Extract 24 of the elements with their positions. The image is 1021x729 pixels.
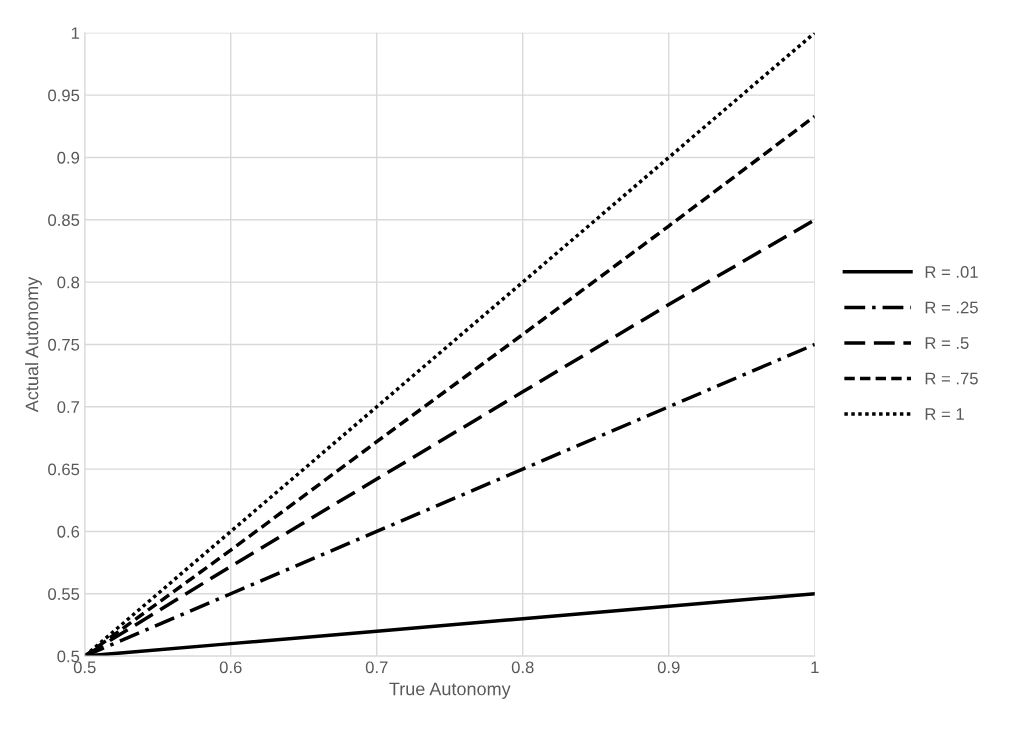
x-axis-title: True Autonomy	[389, 682, 511, 699]
legend-label: R = .75	[925, 372, 978, 385]
y-tick-label: 0.5	[57, 650, 80, 663]
legend-label: R = 1	[925, 408, 964, 420]
legend-label: R = .25	[925, 301, 978, 314]
y-tick-label: 0.6	[57, 525, 80, 538]
y-tick-label: 0.95	[48, 89, 80, 102]
y-tick-label: 0.65	[48, 463, 80, 476]
y-tick-label: 0.85	[48, 214, 80, 226]
x-tick-label: 0.6	[219, 661, 242, 674]
y-tick-label: 0.7	[57, 401, 80, 413]
legend-label: R = .5	[925, 337, 969, 349]
y-tick-label: 0.55	[48, 588, 80, 600]
x-tick-label: 0.8	[511, 661, 534, 674]
y-tick-label: 0.9	[57, 151, 80, 164]
y-axis-title: Actual Autonomy	[25, 276, 42, 413]
x-tick-label: 0.9	[657, 661, 680, 674]
y-tick-label: 0.75	[48, 338, 80, 351]
x-tick-label: 1	[811, 661, 819, 674]
y-tick-label: 0.8	[57, 276, 80, 289]
y-tick-label: 1	[71, 27, 80, 39]
x-tick-label: 0.5	[73, 661, 96, 674]
x-tick-label: 0.7	[365, 661, 388, 674]
legend-label: R = .01	[925, 266, 978, 278]
